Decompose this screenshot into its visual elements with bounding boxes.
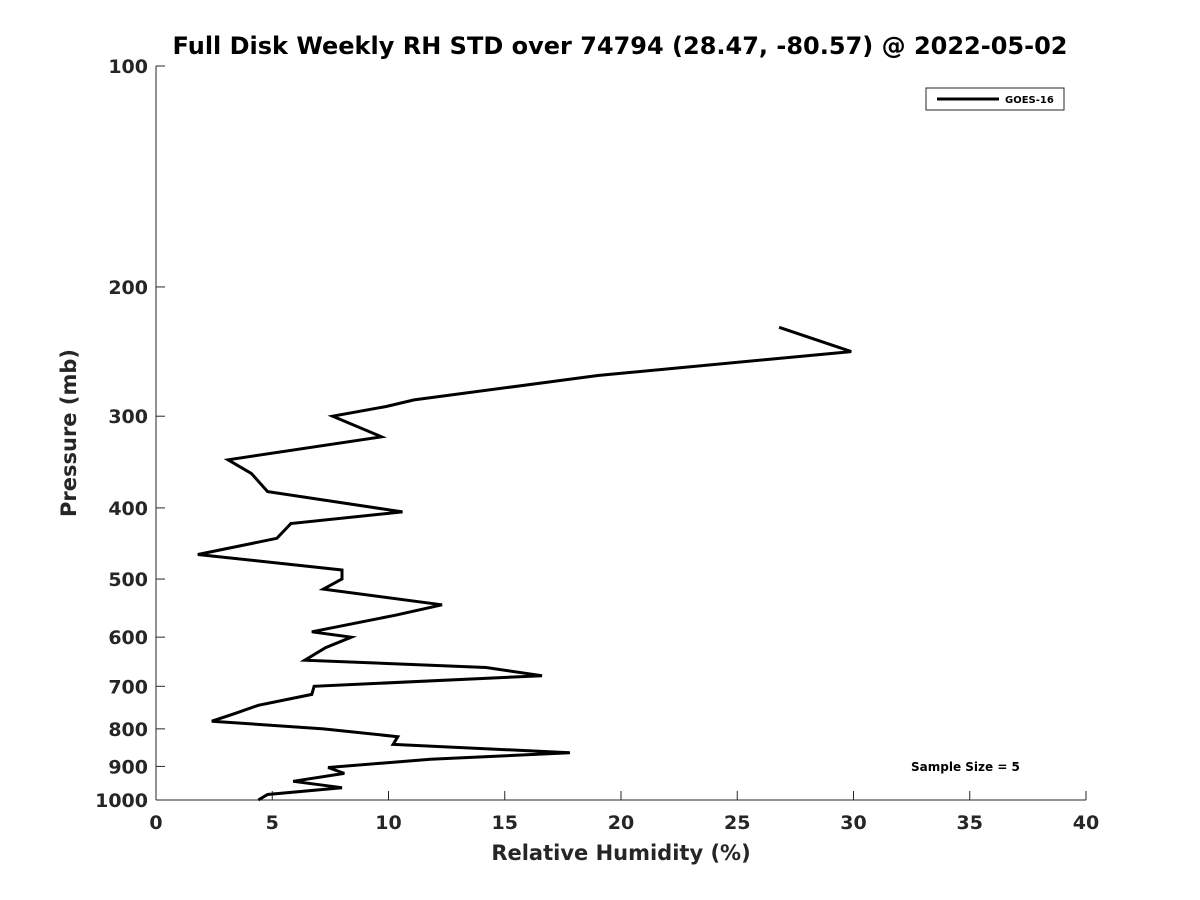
x-tick-label: 30	[840, 812, 866, 834]
y-tick-label: 800	[108, 719, 148, 741]
legend-label: GOES-16	[1005, 95, 1054, 106]
y-tick-label: 600	[108, 627, 148, 649]
x-tick-label: 0	[149, 812, 162, 834]
y-ticks: 100 200 300 400 500 600 700 800 900 1000	[95, 56, 165, 812]
series-line-goes-16	[197, 325, 852, 802]
x-tick-label: 40	[1073, 812, 1099, 834]
x-tick-label: 20	[608, 812, 634, 834]
y-tick-label: 300	[108, 406, 148, 428]
sample-size-annotation: Sample Size = 5	[911, 760, 1020, 774]
y-tick-label: 700	[108, 676, 148, 698]
legend: GOES-16	[925, 87, 1065, 111]
x-axis-label: Relative Humidity (%)	[491, 841, 750, 865]
y-tick-label: 500	[108, 569, 148, 591]
y-tick-label: 200	[108, 277, 148, 299]
x-ticks: 0 5 10 15 20 25 30 35 40	[149, 791, 1099, 834]
y-tick-label: 100	[108, 56, 148, 78]
series-layer	[197, 325, 852, 802]
chart-title: Full Disk Weekly RH STD over 74794 (28.4…	[173, 32, 1068, 60]
y-axis-label: Pressure (mb)	[57, 349, 81, 517]
y-tick-label: 400	[108, 498, 148, 520]
x-tick-label: 5	[266, 812, 279, 834]
x-tick-label: 15	[492, 812, 518, 834]
plot-axes	[155, 66, 1086, 801]
y-tick-label: 1000	[95, 790, 148, 812]
x-tick-label: 10	[375, 812, 401, 834]
x-tick-label: 35	[957, 812, 983, 834]
y-tick-label: 900	[108, 756, 148, 778]
x-tick-label: 25	[724, 812, 750, 834]
